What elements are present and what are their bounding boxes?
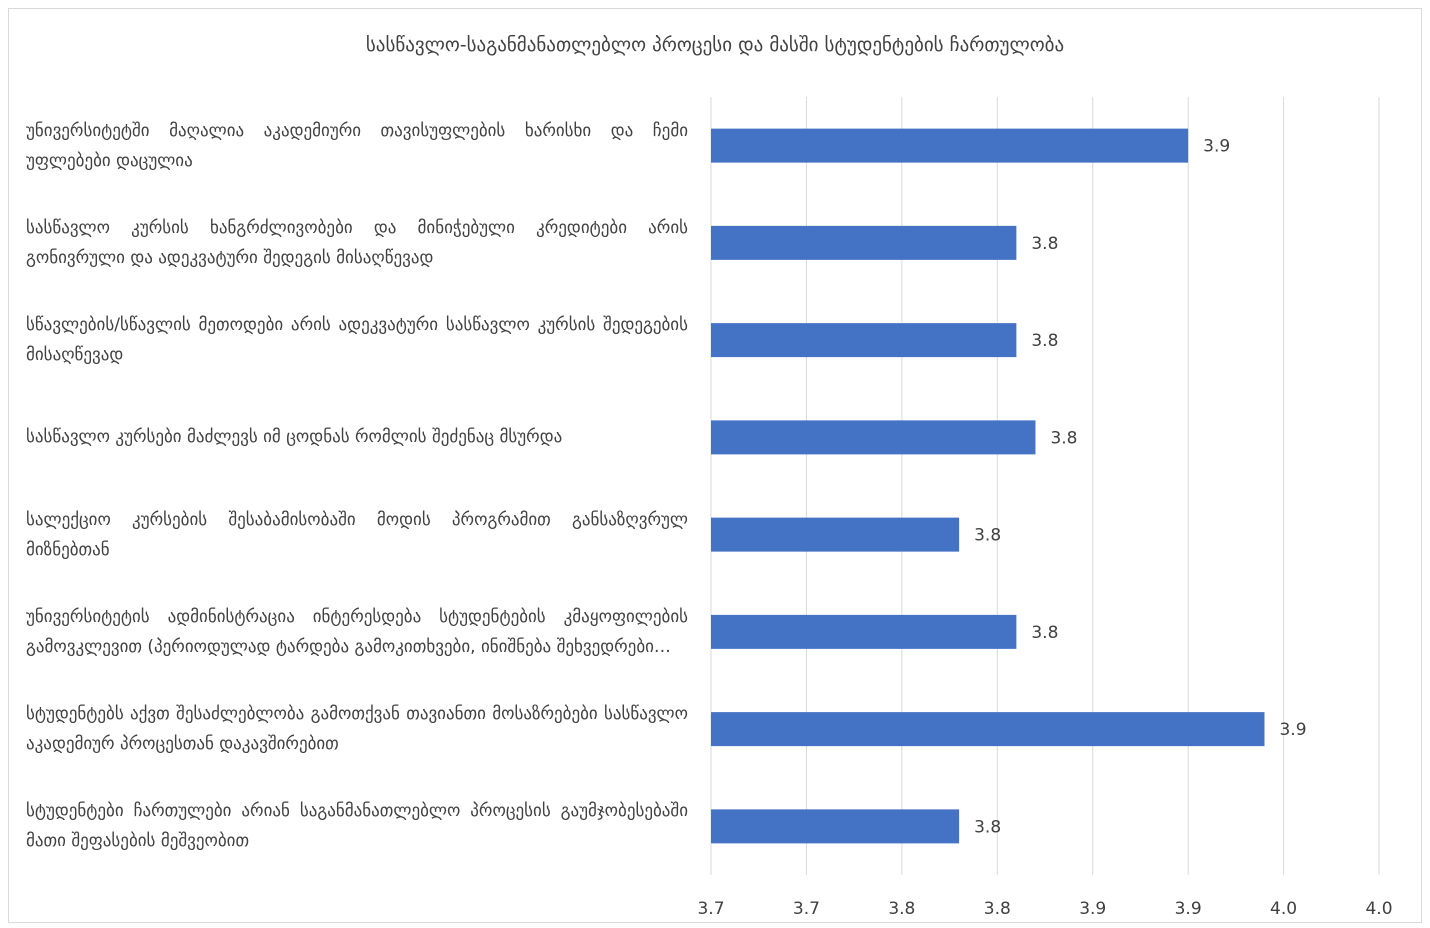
x-tick-label-1: 3.7	[793, 899, 820, 919]
bar-2	[711, 323, 1017, 358]
bar-value-label-4: 3.8	[974, 526, 1001, 546]
x-tick-label-6: 4.0	[1270, 899, 1297, 919]
x-tick-label-7: 4.0	[1365, 899, 1392, 919]
category-label-7: სტუდენტები ჩართულები არიან საგანმანათლებ…	[26, 801, 688, 852]
bar-7	[711, 809, 960, 844]
bar-value-label-2: 3.8	[1031, 331, 1058, 351]
category-label-6: სტუდენტებს აქვთ შესაძლებლობა გამოთქვან თ…	[26, 704, 688, 755]
bar-value-label-3: 3.8	[1050, 428, 1077, 448]
category-label-4: სალექციო კურსების შესაბამისობაში მოდის პ…	[26, 509, 688, 560]
bar-value-label-6: 3.9	[1279, 720, 1306, 740]
bar-4	[711, 517, 960, 552]
x-tick-label-5: 3.9	[1175, 899, 1202, 919]
x-tick-label-4: 3.9	[1079, 899, 1106, 919]
bar-value-label-0: 3.9	[1203, 137, 1230, 157]
chart-title: სასწავლო-საგანმანათლებლო პროცესი და მასშ…	[365, 34, 1065, 56]
category-label-3: სასწავლო კურსები მაძლევს იმ ცოდნას რომლი…	[26, 427, 563, 448]
bar-3	[711, 420, 1036, 455]
x-tick-label-3: 3.8	[984, 899, 1011, 919]
category-label-0: უნივერსიტეტში მაღალია აკადემიური თავისუფ…	[26, 120, 688, 171]
bar-value-label-7: 3.8	[974, 817, 1001, 837]
category-label-1: სასწავლო კურსის ხანგრძლივობები და მინიჭე…	[26, 217, 688, 268]
bar-5	[711, 614, 1017, 649]
x-tick-label-2: 3.8	[888, 899, 915, 919]
x-tick-label-0: 3.7	[697, 899, 724, 919]
bar-1	[711, 225, 1017, 260]
bar-6	[711, 712, 1265, 747]
bar-value-label-1: 3.8	[1031, 234, 1058, 254]
bar-value-label-5: 3.8	[1031, 623, 1058, 643]
category-label-5: უნივერსიტეტის ადმინისტრაცია ინტერესდება …	[26, 606, 688, 657]
bar-0	[711, 128, 1189, 163]
category-label-2: სწავლების/სწავლის მეთოდები არის ადეკვატუ…	[26, 315, 688, 366]
